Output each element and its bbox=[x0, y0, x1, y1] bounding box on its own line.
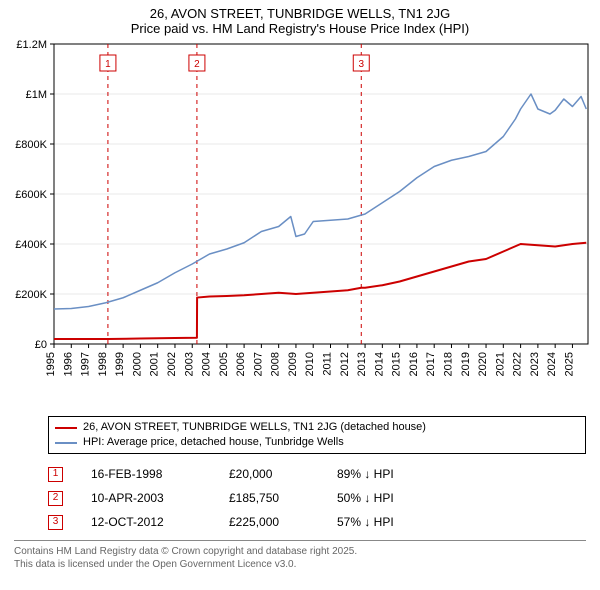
marker-row: 1 16-FEB-1998 £20,000 89% ↓ HPI bbox=[48, 462, 586, 486]
svg-text:2016: 2016 bbox=[408, 352, 420, 376]
svg-text:£200K: £200K bbox=[15, 289, 47, 301]
title-line2: Price paid vs. HM Land Registry's House … bbox=[0, 21, 600, 36]
marker-price: £20,000 bbox=[229, 462, 309, 486]
legend-swatch bbox=[55, 442, 77, 444]
chart-title-block: 26, AVON STREET, TUNBRIDGE WELLS, TN1 2J… bbox=[0, 0, 600, 40]
marker-price: £225,000 bbox=[229, 510, 309, 534]
svg-text:2010: 2010 bbox=[304, 352, 316, 376]
svg-text:£400K: £400K bbox=[15, 239, 47, 251]
marker-date: 10-APR-2003 bbox=[91, 486, 201, 510]
marker-date: 16-FEB-1998 bbox=[91, 462, 201, 486]
svg-text:2002: 2002 bbox=[166, 352, 178, 376]
svg-text:2024: 2024 bbox=[546, 352, 558, 376]
svg-text:1997: 1997 bbox=[80, 352, 92, 376]
legend-row: 26, AVON STREET, TUNBRIDGE WELLS, TN1 2J… bbox=[55, 420, 579, 435]
svg-text:£1M: £1M bbox=[26, 89, 47, 101]
svg-text:2: 2 bbox=[194, 59, 200, 70]
svg-text:2021: 2021 bbox=[494, 352, 506, 376]
svg-text:1999: 1999 bbox=[114, 352, 126, 376]
svg-text:£600K: £600K bbox=[15, 189, 47, 201]
marker-date: 12-OCT-2012 bbox=[91, 510, 201, 534]
svg-text:2011: 2011 bbox=[322, 352, 334, 376]
legend-label: 26, AVON STREET, TUNBRIDGE WELLS, TN1 2J… bbox=[83, 420, 426, 435]
svg-text:2018: 2018 bbox=[442, 352, 454, 376]
svg-text:2013: 2013 bbox=[356, 352, 368, 376]
svg-text:2000: 2000 bbox=[131, 352, 143, 376]
svg-text:2022: 2022 bbox=[512, 352, 524, 376]
marker-badge: 1 bbox=[48, 467, 63, 482]
marker-pct: 50% ↓ HPI bbox=[337, 486, 394, 510]
marker-row: 3 12-OCT-2012 £225,000 57% ↓ HPI bbox=[48, 510, 586, 534]
svg-text:1: 1 bbox=[105, 59, 111, 70]
svg-text:2001: 2001 bbox=[149, 352, 161, 376]
svg-text:3: 3 bbox=[358, 59, 364, 70]
marker-pct: 57% ↓ HPI bbox=[337, 510, 394, 534]
svg-text:2009: 2009 bbox=[287, 352, 299, 376]
marker-badge: 3 bbox=[48, 515, 63, 530]
legend-label: HPI: Average price, detached house, Tunb… bbox=[83, 435, 344, 450]
legend-row: HPI: Average price, detached house, Tunb… bbox=[55, 435, 579, 450]
svg-text:£1.2M: £1.2M bbox=[16, 40, 47, 51]
legend: 26, AVON STREET, TUNBRIDGE WELLS, TN1 2J… bbox=[48, 416, 586, 454]
svg-text:1998: 1998 bbox=[97, 352, 109, 376]
svg-text:2020: 2020 bbox=[477, 352, 489, 376]
svg-text:1995: 1995 bbox=[45, 352, 57, 376]
svg-text:2023: 2023 bbox=[529, 352, 541, 376]
footer-line2: This data is licensed under the Open Gov… bbox=[14, 558, 586, 571]
svg-text:2007: 2007 bbox=[252, 352, 264, 376]
svg-text:1996: 1996 bbox=[62, 352, 74, 376]
marker-price: £185,750 bbox=[229, 486, 309, 510]
svg-text:2025: 2025 bbox=[563, 352, 575, 376]
svg-text:2017: 2017 bbox=[425, 352, 437, 376]
chart-area: £0 £200K £400K £600K £800K £1M £1.2M 1995 1996 19… bbox=[6, 40, 594, 410]
footer-attribution: Contains HM Land Registry data © Crown c… bbox=[14, 540, 586, 581]
marker-badge: 2 bbox=[48, 491, 63, 506]
title-line1: 26, AVON STREET, TUNBRIDGE WELLS, TN1 2J… bbox=[0, 6, 600, 21]
footer-line1: Contains HM Land Registry data © Crown c… bbox=[14, 545, 586, 558]
svg-text:2019: 2019 bbox=[460, 352, 472, 376]
svg-text:2006: 2006 bbox=[235, 352, 247, 376]
marker-table: 1 16-FEB-1998 £20,000 89% ↓ HPI 2 10-APR… bbox=[48, 462, 586, 534]
svg-text:2003: 2003 bbox=[183, 352, 195, 376]
svg-text:2014: 2014 bbox=[373, 352, 385, 376]
svg-text:2008: 2008 bbox=[270, 352, 282, 376]
marker-row: 2 10-APR-2003 £185,750 50% ↓ HPI bbox=[48, 486, 586, 510]
svg-text:2004: 2004 bbox=[201, 352, 213, 376]
svg-text:2005: 2005 bbox=[218, 352, 230, 376]
chart-svg: £0 £200K £400K £600K £800K £1M £1.2M 1995 1996 19… bbox=[6, 40, 594, 410]
legend-swatch bbox=[55, 427, 77, 429]
svg-text:£0: £0 bbox=[35, 339, 47, 351]
svg-text:£800K: £800K bbox=[15, 139, 47, 151]
svg-text:2015: 2015 bbox=[391, 352, 403, 376]
svg-text:2012: 2012 bbox=[339, 352, 351, 376]
marker-pct: 89% ↓ HPI bbox=[337, 462, 394, 486]
